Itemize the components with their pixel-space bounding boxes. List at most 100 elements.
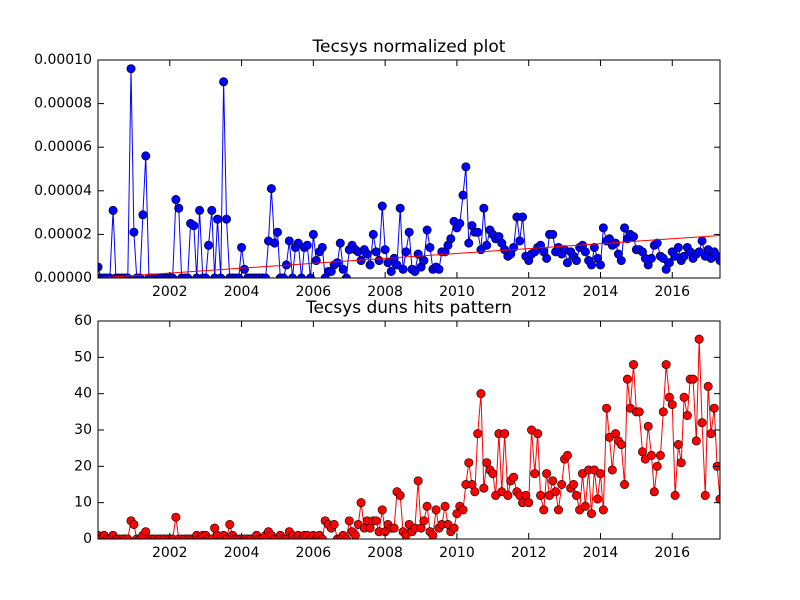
- data-point: [673, 440, 683, 450]
- x-tick-label: 2014: [583, 545, 619, 561]
- data-point: [476, 389, 486, 399]
- data-point: [602, 403, 612, 413]
- data-point: [129, 519, 139, 529]
- data-point: [410, 266, 420, 276]
- chart-title: Tecsys normalized plot: [312, 37, 506, 57]
- data-point: [392, 260, 402, 270]
- data-point: [694, 334, 704, 344]
- data-point: [413, 249, 423, 259]
- data-point: [694, 247, 704, 257]
- data-point: [377, 505, 387, 515]
- data-point: [446, 234, 456, 244]
- data-point: [219, 77, 229, 87]
- data-point: [655, 450, 665, 460]
- data-point: [482, 240, 492, 250]
- data-point: [356, 498, 366, 508]
- data-point: [670, 251, 680, 261]
- y-tick-label: 0.00008: [34, 96, 92, 112]
- data-point: [422, 501, 432, 511]
- data-point: [488, 469, 498, 479]
- data-point: [616, 256, 626, 266]
- data-point: [129, 227, 139, 237]
- data-point: [518, 212, 528, 222]
- x-tick-label: 2002: [152, 284, 188, 300]
- data-point: [598, 223, 608, 233]
- data-point: [503, 490, 513, 500]
- data-point: [649, 487, 659, 497]
- axes-frame: [97, 320, 721, 540]
- subplot: Tecsys normalized plot 2002 2004 2006 2008 20…: [34, 37, 721, 300]
- data-point: [571, 490, 581, 500]
- data-point: [697, 236, 707, 246]
- data-point: [473, 227, 483, 237]
- data-point: [386, 266, 396, 276]
- x-tick-label: 2014: [583, 284, 619, 300]
- plot-area: [98, 64, 720, 278]
- data-point: [562, 258, 572, 268]
- data-point: [697, 418, 707, 428]
- data-point: [204, 240, 214, 250]
- data-point: [652, 461, 662, 471]
- data-point: [679, 392, 689, 402]
- y-tick-label: 30: [74, 422, 92, 438]
- data-point: [371, 247, 381, 257]
- plot-area: [98, 334, 720, 539]
- data-point: [270, 238, 280, 248]
- data-point: [371, 516, 381, 526]
- data-point: [706, 429, 716, 439]
- data-point: [332, 258, 342, 268]
- data-line: [98, 339, 720, 539]
- data-point: [524, 498, 534, 508]
- data-point: [580, 501, 590, 511]
- data-point: [374, 256, 384, 266]
- data-point: [368, 229, 378, 239]
- data-point: [317, 242, 327, 252]
- data-point: [338, 264, 348, 274]
- y-tick-label: 40: [74, 386, 92, 402]
- x-tick-label: 2016: [654, 284, 690, 300]
- data-point: [237, 242, 247, 252]
- data-point: [377, 201, 387, 211]
- data-point: [266, 184, 276, 194]
- data-point: [473, 429, 483, 439]
- data-point: [548, 229, 558, 239]
- data-point: [667, 400, 677, 410]
- data-point: [664, 258, 674, 268]
- data-point: [598, 505, 608, 515]
- data-point: [589, 242, 599, 252]
- data-point: [398, 264, 408, 274]
- data-point: [293, 238, 303, 248]
- data-point: [171, 195, 181, 205]
- data-point: [691, 436, 701, 446]
- x-tick-label: 2016: [654, 545, 690, 561]
- data-point: [404, 227, 414, 237]
- x-tick-label: 2006: [296, 545, 332, 561]
- data-point: [174, 203, 184, 213]
- data-point: [646, 450, 656, 460]
- data-point: [395, 203, 405, 213]
- data-point: [461, 162, 471, 172]
- y-tick-label: 0.00010: [34, 52, 92, 68]
- data-point: [425, 242, 435, 252]
- data-point: [389, 523, 399, 533]
- y-tick-label: 0.00002: [34, 226, 92, 242]
- data-point: [557, 479, 567, 489]
- data-point: [658, 253, 668, 263]
- data-point: [700, 490, 710, 500]
- data-point: [629, 360, 639, 370]
- data-point: [362, 249, 372, 259]
- data-point: [458, 190, 468, 200]
- data-point: [533, 429, 543, 439]
- data-point: [207, 205, 217, 215]
- data-point: [509, 242, 519, 252]
- x-tick-label: 2004: [224, 284, 260, 300]
- data-point: [365, 260, 375, 270]
- data-point: [587, 509, 597, 519]
- data-point: [652, 238, 662, 248]
- y-tick-label: 0.00006: [34, 139, 92, 155]
- y-tick-label: 60: [74, 313, 92, 329]
- data-point: [449, 523, 459, 533]
- data-point: [479, 483, 489, 493]
- data-point: [629, 232, 639, 242]
- data-point: [676, 458, 686, 468]
